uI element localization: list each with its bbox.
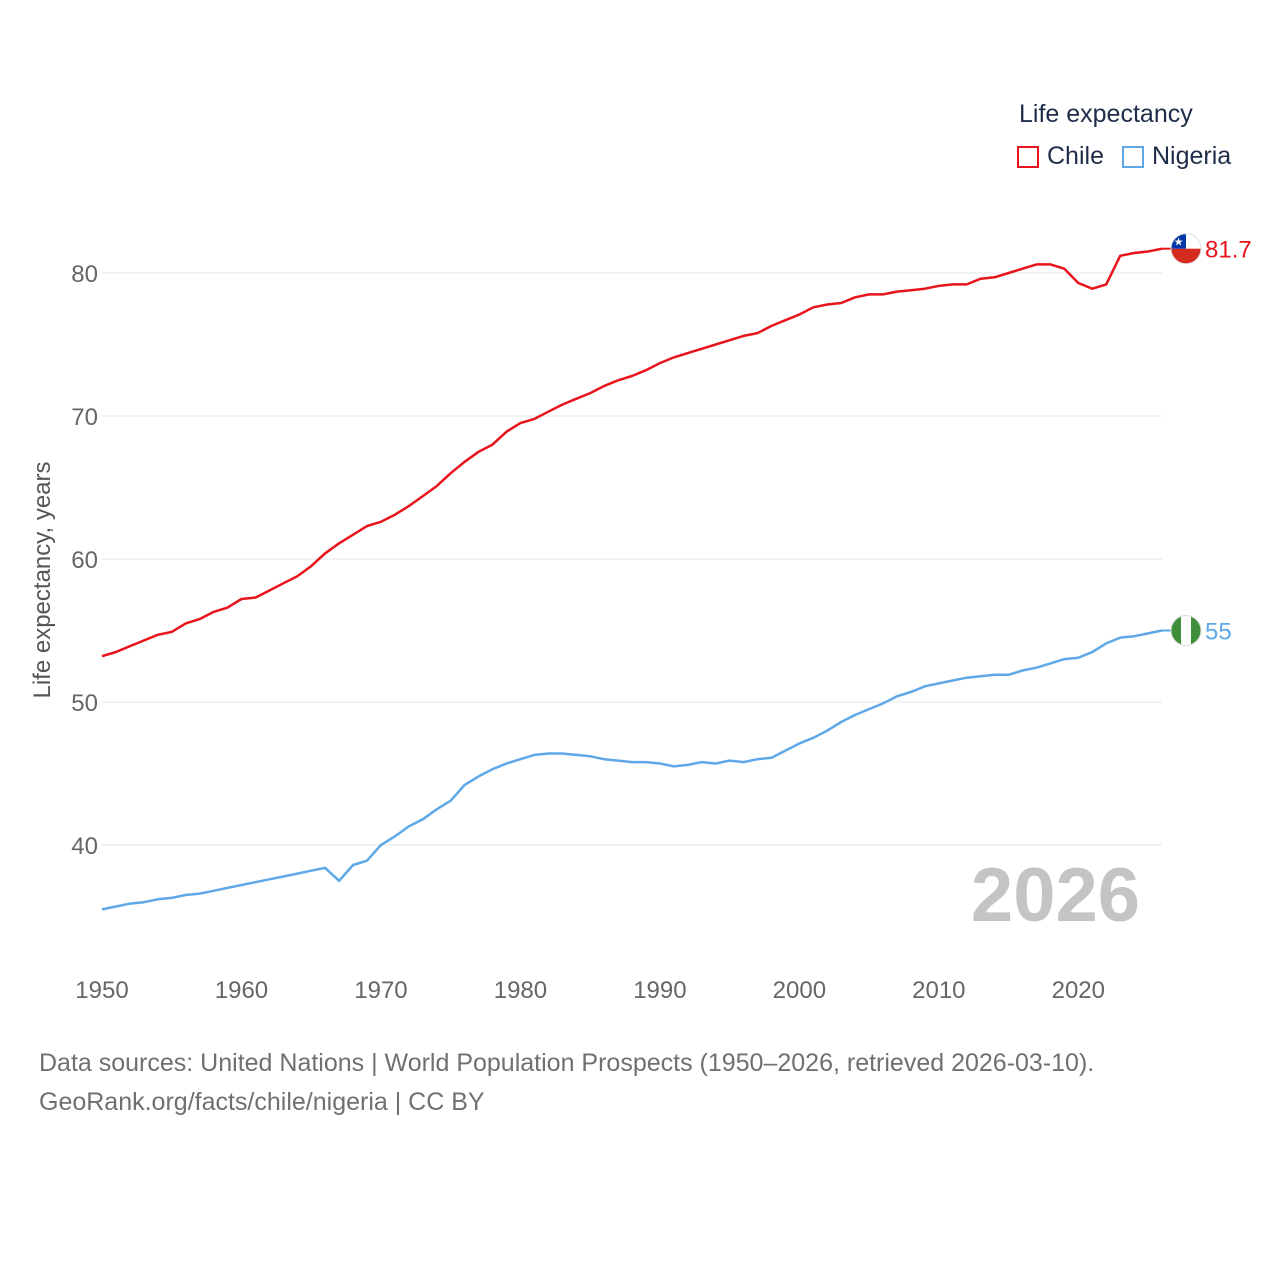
series-line-chile xyxy=(101,247,1163,658)
x-tick-label: 1960 xyxy=(215,977,268,1004)
x-tick-label: 2000 xyxy=(773,977,826,1004)
y-tick-label: 70 xyxy=(71,404,98,431)
legend-label-nigeria: Nigeria xyxy=(1151,142,1232,170)
x-tick-label: 1990 xyxy=(633,977,686,1004)
legend-title: Life expectancy xyxy=(1019,100,1193,128)
x-tick-label: 1950 xyxy=(75,977,128,1004)
y-tick-label: 50 xyxy=(71,690,98,717)
x-tick-label: 1970 xyxy=(354,977,407,1004)
legend-label-chile: Chile xyxy=(1047,142,1104,170)
y-tick-label: 60 xyxy=(71,547,98,574)
x-tick-label: 2010 xyxy=(912,977,965,1004)
x-tick-label: 1980 xyxy=(494,977,547,1004)
legend-swatch-chile xyxy=(1017,145,1039,168)
svg-text:★: ★ xyxy=(1174,236,1184,249)
y-tick-label: 40 xyxy=(71,833,98,860)
y-tick-label: 80 xyxy=(71,261,98,288)
series-line-nigeria xyxy=(101,629,1163,911)
y-axis-label: Life expectancy, years xyxy=(29,461,56,698)
x-tick-label: 2020 xyxy=(1052,977,1105,1004)
data-sources-text: Data sources: United Nations | World Pop… xyxy=(39,1049,1095,1077)
chile-flag-icon: ★ xyxy=(1170,233,1202,265)
source-link[interactable]: GeoRank.org/facts/chile/nigeria | CC BY xyxy=(39,1088,485,1116)
footer: Data sources: United Nations | World Pop… xyxy=(39,1044,1094,1122)
current-year-watermark: 2026 xyxy=(970,853,1140,938)
nigeria-flag-icon xyxy=(1170,615,1202,646)
legend-item-nigeria[interactable]: Nigeria xyxy=(1121,142,1232,171)
legend-swatch-nigeria xyxy=(1121,145,1144,168)
legend: Chile Nigeria xyxy=(1017,142,1249,171)
legend-item-chile[interactable]: Chile xyxy=(1017,142,1104,171)
end-value-label-chile: 81.7 xyxy=(1205,237,1252,264)
end-value-label-nigeria: 55 xyxy=(1205,619,1232,646)
